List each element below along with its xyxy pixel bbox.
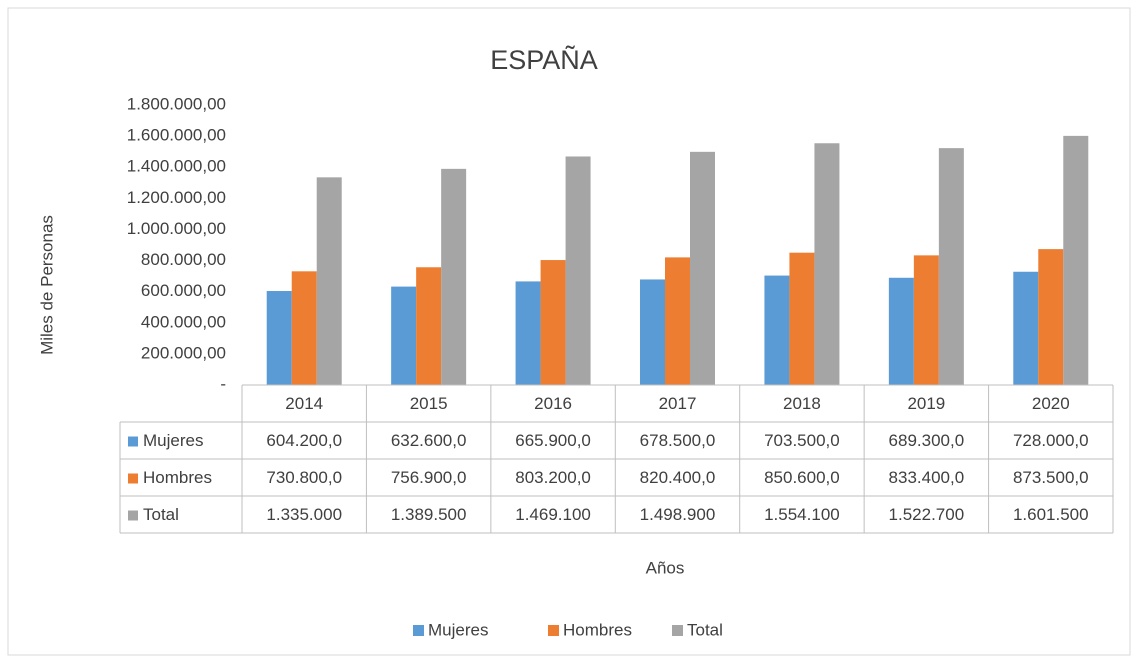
y-tick-label: 1.800.000,00 [127,94,226,113]
table-cell: 728.000,0 [1013,431,1089,450]
bar [814,143,840,385]
x-tick-label: 2014 [285,394,323,413]
table-cell: 1.469.100 [515,505,591,524]
table-cell: 1.498.900 [640,505,716,524]
bar [690,151,715,385]
bar [764,275,790,385]
table-cell: 803.200,0 [515,468,591,487]
bar [665,257,690,385]
bar [1013,271,1039,385]
bar [1063,135,1089,385]
y-tick-label: 1.200.000,00 [127,188,226,207]
legend-key [548,625,559,636]
y-tick-label: 800.000,00 [141,250,226,269]
bar [640,279,665,385]
x-tick-label: 2017 [659,394,697,413]
x-tick-label: 2015 [410,394,448,413]
table-legend-key [128,510,138,521]
y-tick-label: 600.000,00 [141,281,226,300]
table-cell: 850.600,0 [764,468,840,487]
table-cell: 665.900,0 [515,431,591,450]
table-cell: 1.554.100 [764,505,840,524]
table-legend-key [128,473,138,484]
bar [540,260,566,385]
legend-label: Mujeres [428,620,488,639]
y-tick-label: 1.000.000,00 [127,219,226,238]
y-tick-label: 200.000,00 [141,343,226,362]
bar [789,252,815,385]
bar [913,255,939,385]
x-tick-label: 2020 [1032,394,1070,413]
table-cell: 678.500,0 [640,431,716,450]
table-cell: 703.500,0 [764,431,840,450]
bar [266,291,292,385]
bar [1038,249,1064,385]
bar [416,267,442,385]
bar [316,177,342,385]
legend-label: Total [687,620,723,639]
table-cell: 820.400,0 [640,468,716,487]
x-tick-label: 2016 [534,394,572,413]
bar [888,277,914,385]
table-row-label: Total [143,505,179,524]
x-axis-label: Años [646,558,685,577]
chart-title: ESPAÑA [490,44,598,75]
bar [565,156,591,385]
table-legend-key [128,436,138,447]
bar [515,281,541,385]
legend-key [413,625,424,636]
bar [391,286,417,385]
table-row-label: Mujeres [143,431,203,450]
y-tick-label: 1.600.000,00 [127,126,226,145]
x-tick-label: 2019 [907,394,945,413]
bar [441,168,467,385]
y-tick-label: 1.400.000,00 [127,157,226,176]
y-tick-label: - [220,374,226,393]
legend-label: Hombres [563,620,632,639]
bar [938,148,964,385]
bar [291,271,317,385]
table-cell: 1.601.500 [1013,505,1089,524]
x-tick-label: 2018 [783,394,821,413]
table-cell: 604.200,0 [266,431,342,450]
table-cell: 730.800,0 [266,468,342,487]
legend-key [672,625,683,636]
table-cell: 1.522.700 [889,505,965,524]
table-cell: 833.400,0 [889,468,965,487]
table-cell: 632.600,0 [391,431,467,450]
table-cell: 689.300,0 [889,431,965,450]
table-cell: 756.900,0 [391,468,467,487]
y-axis-label: Miles de Personas [37,215,56,355]
table-cell: 873.500,0 [1013,468,1089,487]
table-cell: 1.389.500 [391,505,467,524]
table-row-label: Hombres [143,468,212,487]
table-cell: 1.335.000 [266,505,342,524]
y-tick-label: 400.000,00 [141,312,226,331]
